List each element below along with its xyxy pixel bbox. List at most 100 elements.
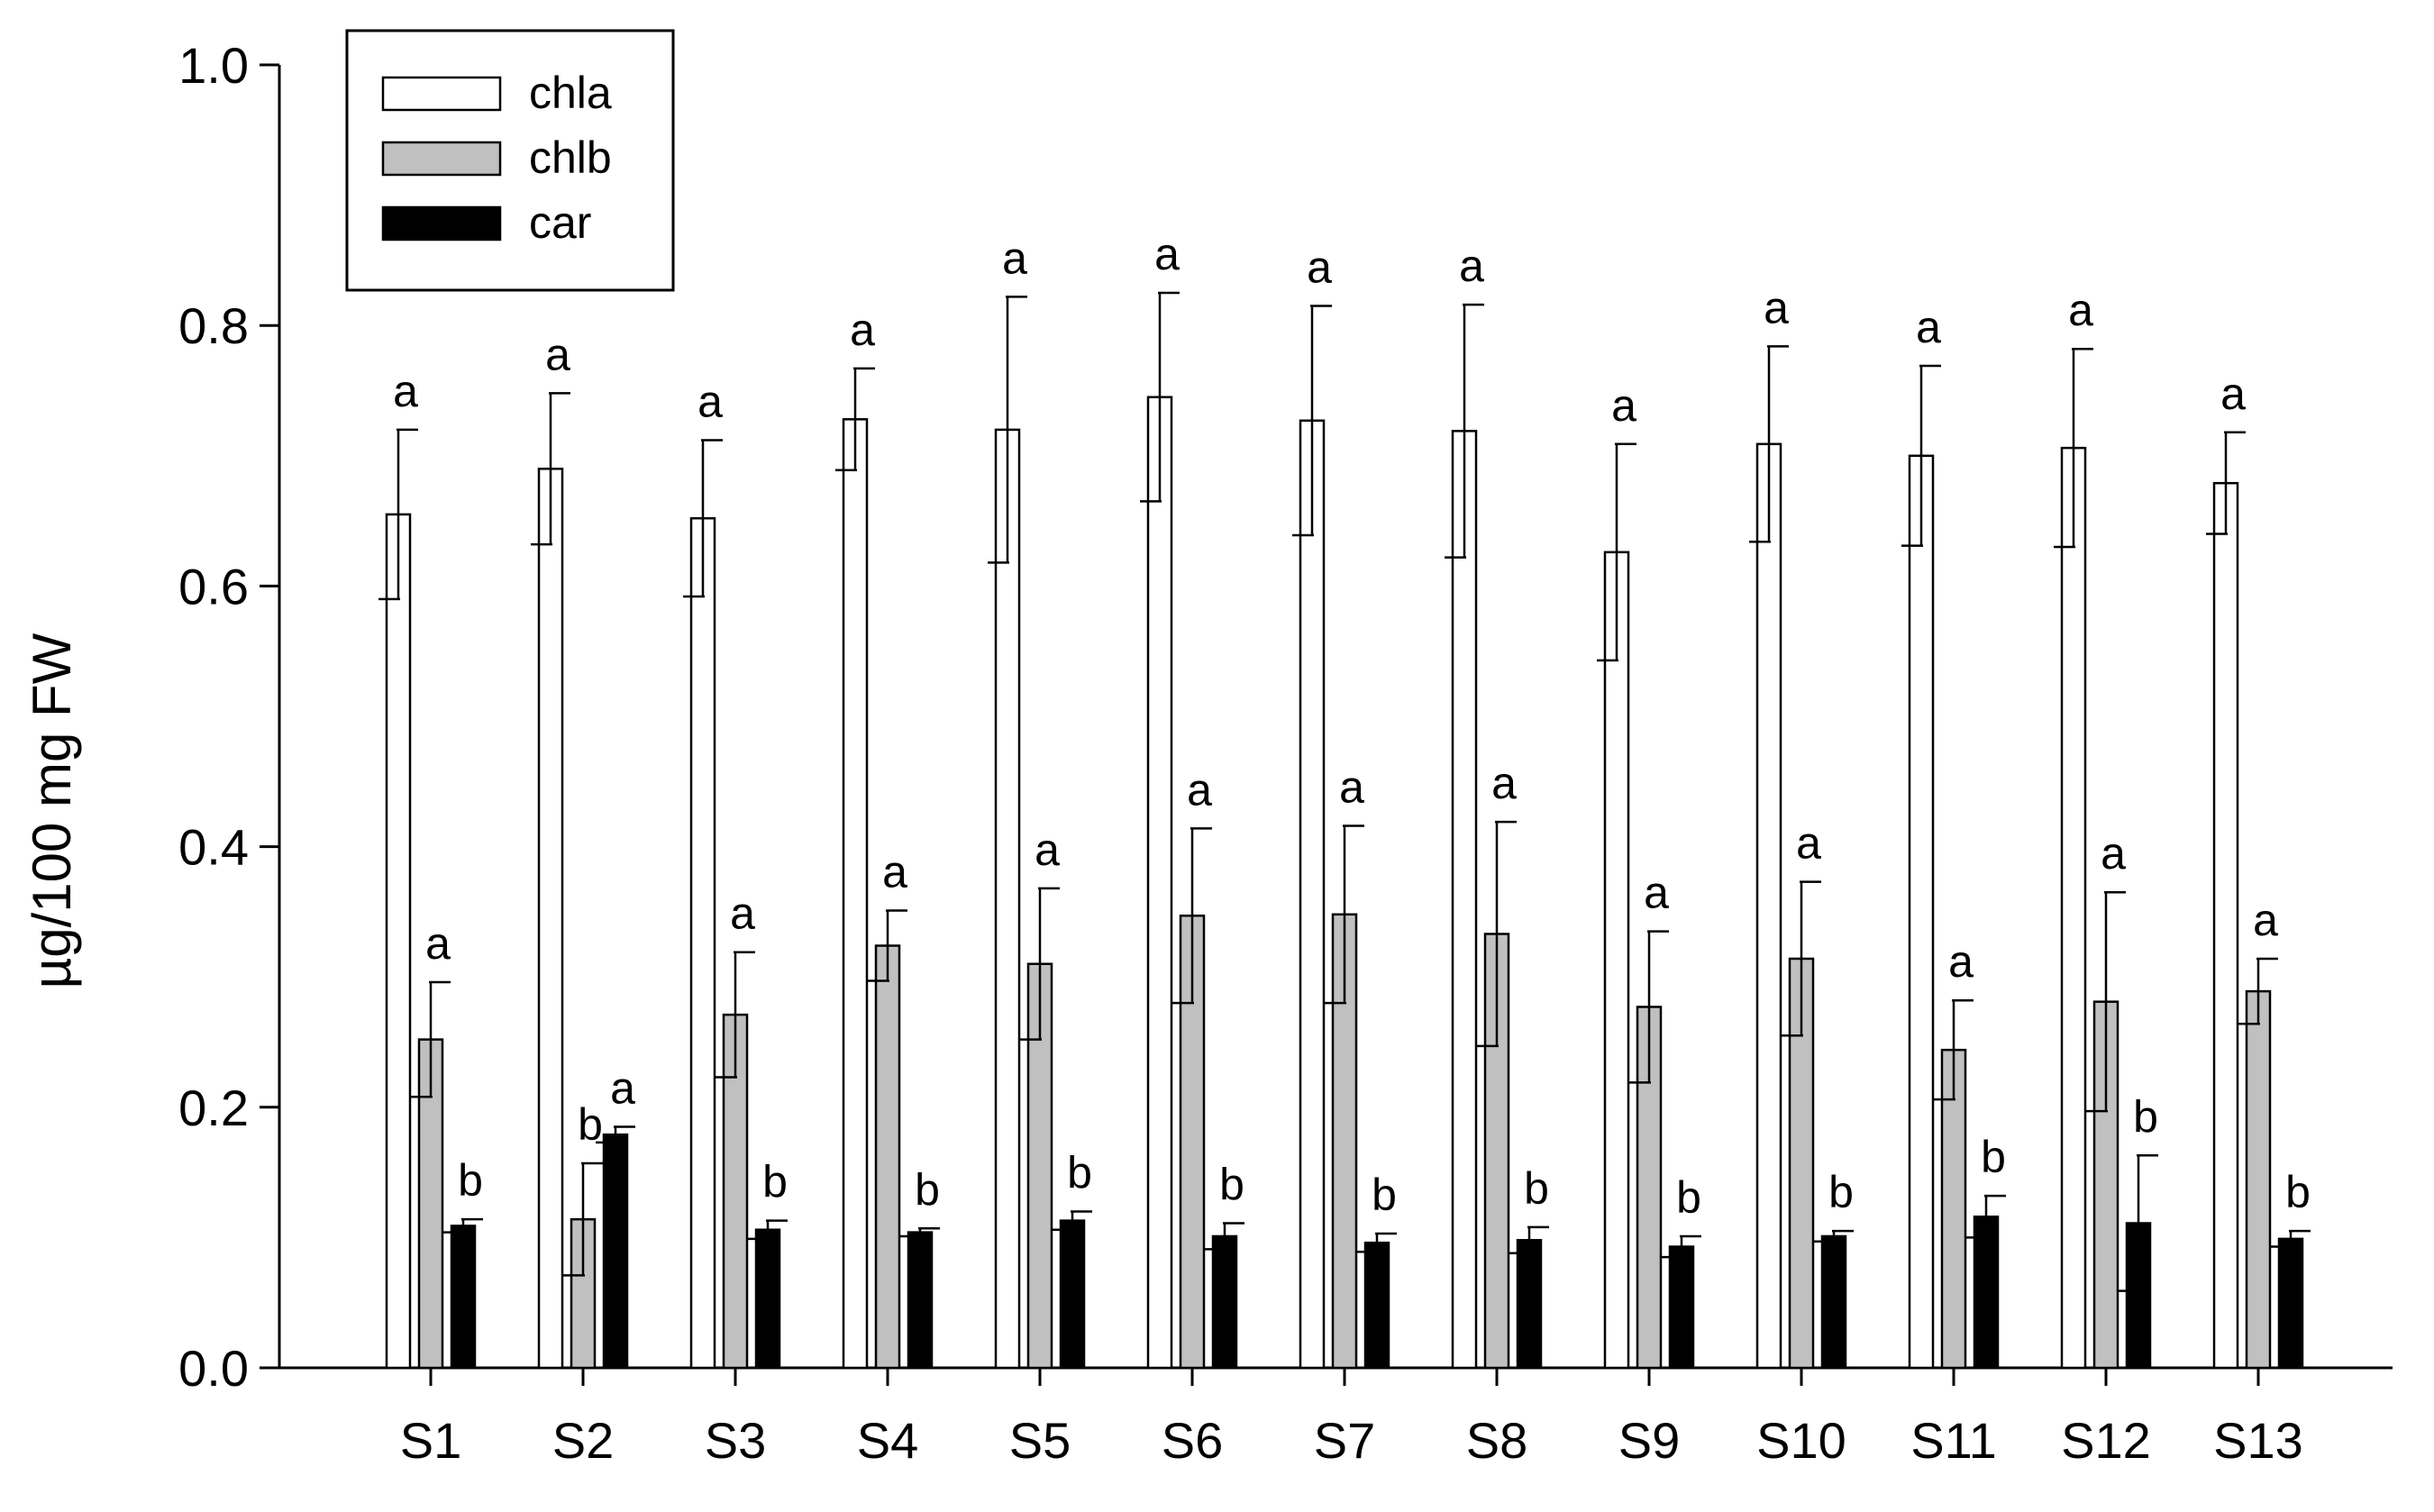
x-tick-label: S13 [2213, 1412, 2303, 1469]
significance-label-chla: a [1002, 232, 1027, 283]
x-tick-label: S1 [400, 1412, 462, 1469]
significance-label-chla: a [1916, 302, 1941, 352]
bar-car [2277, 1237, 2304, 1370]
significance-label-chla: a [1764, 282, 1789, 332]
significance-label-car: b [2285, 1167, 2311, 1217]
x-tick-label: S12 [2061, 1412, 2151, 1469]
bar-chla [1146, 396, 1173, 1370]
x-tick-label: S10 [1756, 1412, 1846, 1469]
bar-car [1820, 1234, 1847, 1370]
bar-car [602, 1133, 629, 1370]
bar-car [754, 1228, 781, 1370]
bar-chla [1299, 419, 1326, 1370]
significance-label-chlb: a [1339, 761, 1364, 812]
significance-label-car: b [1981, 1132, 2006, 1182]
significance-label-chla: a [545, 329, 570, 379]
bar-chlb [1940, 1048, 1967, 1370]
legend-swatch-car [381, 205, 502, 241]
significance-label-chlb: a [1796, 818, 1821, 869]
significance-label-chla: a [1459, 241, 1484, 291]
significance-label-chlb: a [730, 888, 755, 939]
x-tick-label: S5 [1009, 1412, 1071, 1469]
significance-label-chla: a [1307, 242, 1332, 293]
significance-label-car: b [2133, 1091, 2158, 1142]
bar-car [1973, 1216, 2000, 1370]
bar-car [1059, 1219, 1086, 1370]
error-bars [378, 291, 2311, 1292]
x-tick-label: S8 [1466, 1412, 1528, 1469]
y-tick-label: 0.2 [178, 1079, 249, 1136]
axes: 0.0 0.2 0.4 0.6 0.8 1.0 S1 S2 S3 S4 S5 S6 S7 S8 S9 S10 S… [178, 37, 2393, 1469]
y-tick-label: 0.4 [178, 819, 249, 876]
bar-chla [2060, 446, 2087, 1370]
significance-label-car: a [610, 1062, 635, 1113]
significance-label-chla: a [2220, 369, 2246, 419]
bar-car [1211, 1234, 1238, 1370]
bar-chlb [874, 944, 901, 1370]
legend-label-car: car [529, 197, 591, 248]
bar-chla [994, 428, 1021, 1370]
significance-label-chlb: a [425, 918, 451, 969]
y-tick-label: 1.0 [178, 37, 249, 94]
bar-car [1363, 1241, 1390, 1370]
significance-label-chlb: a [882, 846, 907, 897]
bar-chla [2212, 481, 2239, 1370]
significance-label-chla: a [2068, 285, 2093, 335]
significance-label-car: b [458, 1155, 483, 1206]
significance-label-chlb: a [1187, 764, 1212, 815]
y-tick-label: 0.8 [178, 297, 249, 354]
legend-swatch-chlb [381, 141, 502, 177]
bar-chlb [1026, 962, 1053, 1370]
significance-label-chlb: a [1491, 758, 1517, 808]
bar-chla [689, 516, 716, 1370]
x-tick-label: S6 [1162, 1412, 1224, 1469]
x-tick-label: S11 [1910, 1412, 1996, 1469]
significance-label-chla: a [850, 305, 875, 355]
significance-label-car: b [762, 1157, 788, 1207]
significance-label-chlb: a [2101, 828, 2126, 879]
significance-label-car: b [1067, 1147, 1092, 1198]
bar-chla [1451, 430, 1478, 1370]
significance-label-car: b [1372, 1170, 1397, 1220]
bar-chlb [1788, 957, 1815, 1370]
bar-chla [1908, 454, 1935, 1370]
bar-car [1516, 1239, 1543, 1370]
legend-swatch-chla [381, 76, 502, 112]
bar-chla [842, 418, 869, 1370]
bar-car [1668, 1245, 1695, 1370]
significance-label-car: b [915, 1164, 940, 1215]
x-tick-label: S2 [552, 1412, 615, 1469]
bar-chla [1603, 551, 1630, 1370]
significance-label-car: b [1676, 1172, 1701, 1223]
x-tick-label: S7 [1314, 1412, 1376, 1469]
bar-car [907, 1231, 934, 1370]
significance-label-car: b [1828, 1167, 1854, 1217]
significance-label-chla: a [697, 376, 723, 426]
legend: chla chlb car [345, 29, 675, 292]
bar-chlb [2245, 989, 2272, 1370]
x-tick-label: S9 [1618, 1412, 1681, 1469]
bar-car [450, 1225, 477, 1370]
x-tick-label: S4 [857, 1412, 919, 1469]
y-tick-label: 0.6 [178, 558, 249, 615]
significance-label-chlb: a [1035, 824, 1060, 875]
significance-label-chla: a [1611, 380, 1636, 431]
significance-label-chlb: b [578, 1099, 603, 1150]
y-tick-label: 0.0 [178, 1340, 249, 1397]
significance-label-chlb: a [1948, 936, 1974, 987]
bar-chla [385, 513, 412, 1370]
significance-label-chla: a [393, 366, 418, 416]
significance-label-chlb: a [1644, 868, 1669, 918]
bar-chla [1755, 442, 1782, 1370]
legend-label-chlb: chlb [529, 132, 612, 183]
x-tick-label: S3 [705, 1412, 767, 1469]
significance-label-chlb: a [2253, 895, 2278, 945]
legend-label-chla: chla [529, 68, 612, 118]
y-axis-title: µg/100 mg FW [22, 633, 82, 988]
significance-label-chla: a [1154, 229, 1180, 279]
significance-label-car: b [1524, 1163, 1549, 1214]
significance-label-car: b [1219, 1159, 1244, 1209]
bar-chla [537, 468, 564, 1370]
